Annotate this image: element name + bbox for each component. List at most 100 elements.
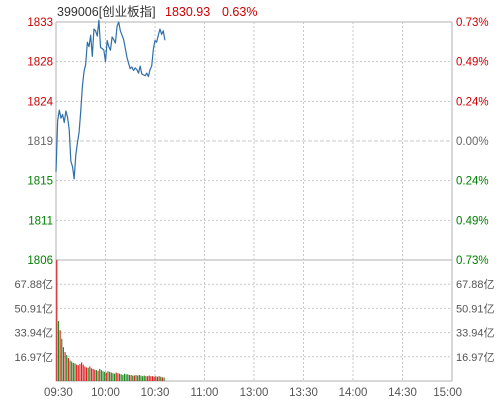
volume-bar [56, 260, 58, 381]
price-tick-right: 0.24% [456, 176, 489, 188]
volume-bar [143, 375, 145, 381]
time-tick: 09:30 [44, 387, 73, 399]
volume-bar [147, 376, 149, 381]
volume-bar [57, 321, 60, 381]
volume-tick-left: 67.88亿 [14, 278, 53, 291]
price-tick-right: 0.73% [456, 17, 489, 29]
volume-bar [64, 352, 66, 381]
volume-bar [87, 367, 89, 381]
price-tick-left: 1815 [27, 176, 53, 188]
price-tick-left: 1811 [28, 215, 53, 227]
volume-bar [160, 376, 162, 381]
volume-bar [84, 366, 86, 381]
price-tick-right: 0.49% [456, 57, 489, 69]
volume-bar [158, 376, 160, 381]
volume-bar [115, 372, 117, 381]
volume-bar [107, 371, 109, 381]
change-percent: 0.63% [222, 5, 257, 19]
volume-bar [122, 375, 124, 381]
volume-bar [128, 375, 130, 381]
volume-bar [104, 371, 106, 381]
volume-bar [125, 374, 127, 381]
volume-bar [150, 376, 152, 381]
time-tick: 10:30 [141, 387, 170, 399]
volume-bar [151, 376, 154, 381]
volume-tick-left: 16.97亿 [14, 351, 53, 364]
volume-bar [61, 338, 63, 381]
volume-bar [100, 370, 102, 381]
volume-bar [163, 377, 165, 381]
price-tick-right: 0.24% [456, 96, 489, 108]
volume-bar [85, 367, 88, 381]
volume-bar [94, 369, 96, 381]
volume-bar [127, 374, 129, 381]
volume-bar [89, 366, 91, 381]
volume-bar [74, 363, 76, 381]
volume-bar [130, 375, 132, 381]
volume-bar [132, 375, 134, 381]
time-tick: 13:30 [289, 387, 318, 399]
volume-bar [59, 330, 61, 381]
volume-bar [99, 368, 101, 381]
price-tick-left: 1824 [27, 96, 53, 108]
index-code-name: 399006[创业板指] [57, 4, 156, 19]
volume-bar [156, 376, 159, 381]
volume-bar [114, 373, 116, 381]
volume-bar [79, 364, 81, 381]
time-tick: 13:00 [240, 387, 269, 399]
volume-bar [67, 358, 69, 381]
price-tick-right: 0.00% [456, 136, 489, 148]
price-tick-left: 1833 [27, 17, 53, 29]
volume-tick-right: 67.88亿 [456, 278, 495, 291]
volume-bar [112, 373, 114, 381]
volume-bar [142, 376, 144, 381]
volume-bar [137, 375, 139, 381]
volume-bar [72, 362, 74, 381]
volume-bar [66, 355, 68, 381]
volume-bar [62, 347, 64, 381]
volume-bar [71, 361, 73, 381]
price-tick-left: 1806 [27, 255, 53, 267]
volume-bar [105, 372, 107, 381]
volume-bar [81, 362, 83, 381]
price-tick-left: 1819 [27, 136, 53, 148]
volume-bar [109, 371, 111, 381]
volume-bar [77, 365, 79, 381]
volume-bar [92, 368, 94, 381]
axis-labels: 1833 0.73% 1828 0.49% 1824 0.24% 1819 0.00% 1815… [14, 17, 494, 399]
volume-bar [110, 372, 112, 381]
time-tick: 11:00 [191, 387, 219, 399]
price-tick-right: 0.49% [456, 215, 489, 227]
volume-bars [56, 260, 165, 381]
volume-tick-left: 33.94亿 [14, 327, 53, 340]
time-tick: 10:00 [91, 387, 120, 399]
volume-bar [118, 373, 121, 381]
volume-bar [82, 364, 84, 381]
grid [55, 21, 453, 382]
volume-bar [133, 375, 135, 381]
volume-tick-right: 50.91亿 [456, 302, 495, 315]
price-line [55, 19, 166, 180]
time-tick: 14:00 [339, 387, 368, 399]
price-tick-left: 1828 [27, 57, 53, 69]
volume-bar [145, 376, 147, 381]
volume-bar [155, 376, 157, 381]
volume-bar [76, 364, 78, 381]
volume-bar [138, 375, 140, 381]
volume-bar [97, 370, 99, 381]
volume-bar [135, 375, 137, 381]
volume-bar [102, 371, 104, 381]
price-tick-right: 0.73% [456, 255, 489, 267]
last-price: 1830.93 [165, 5, 210, 19]
volume-bar [153, 376, 155, 381]
volume-bar [148, 375, 150, 381]
volume-bar [69, 360, 71, 381]
volume-tick-right: 33.94亿 [456, 327, 495, 340]
volume-bar [95, 370, 97, 381]
time-tick: 14:30 [388, 387, 417, 399]
volume-bar [90, 368, 93, 381]
time-tick: 15:00 [433, 387, 462, 399]
price-line-group [55, 19, 166, 180]
